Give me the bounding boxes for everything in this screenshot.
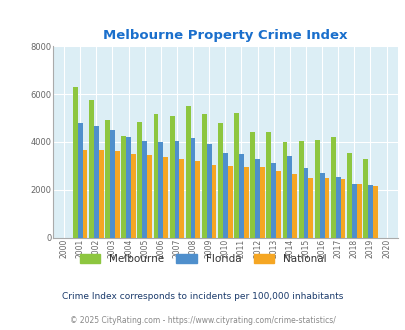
Bar [275, 171, 280, 238]
Bar [153, 115, 158, 238]
Bar [82, 150, 87, 238]
Bar [271, 163, 275, 238]
Bar [292, 174, 296, 238]
Bar [372, 186, 377, 238]
Bar [190, 138, 195, 238]
Bar [89, 100, 94, 238]
Legend: Melbourne, Florida, National: Melbourne, Florida, National [79, 253, 326, 264]
Bar [243, 167, 248, 238]
Bar [185, 106, 190, 238]
Bar [239, 154, 243, 238]
Bar [131, 154, 136, 238]
Bar [227, 166, 232, 238]
Bar [303, 168, 308, 238]
Bar [174, 141, 179, 238]
Bar [147, 155, 151, 238]
Bar [78, 123, 82, 238]
Bar [206, 144, 211, 238]
Bar [298, 141, 303, 238]
Bar [356, 184, 361, 238]
Bar [346, 153, 351, 238]
Bar [217, 123, 222, 238]
Bar [308, 178, 312, 238]
Bar [126, 137, 131, 238]
Bar [110, 130, 115, 238]
Bar [324, 178, 328, 238]
Bar [335, 177, 340, 238]
Title: Melbourne Property Crime Index: Melbourne Property Crime Index [103, 29, 347, 42]
Bar [98, 150, 103, 238]
Text: Crime Index corresponds to incidents per 100,000 inhabitants: Crime Index corresponds to incidents per… [62, 292, 343, 301]
Bar [340, 179, 345, 238]
Bar [330, 137, 335, 238]
Bar [169, 115, 174, 238]
Bar [121, 136, 126, 238]
Bar [351, 184, 356, 238]
Bar [254, 159, 259, 238]
Bar [163, 157, 168, 238]
Bar [137, 121, 142, 238]
Bar [314, 140, 319, 238]
Bar [201, 115, 206, 238]
Bar [362, 159, 367, 238]
Bar [179, 159, 184, 238]
Bar [234, 113, 239, 238]
Bar [282, 142, 287, 238]
Bar [266, 132, 271, 238]
Bar [142, 141, 147, 238]
Bar [195, 161, 200, 238]
Bar [259, 167, 264, 238]
Bar [94, 126, 98, 238]
Bar [105, 120, 110, 238]
Bar [115, 151, 119, 238]
Bar [319, 173, 324, 238]
Bar [287, 156, 292, 238]
Text: © 2025 CityRating.com - https://www.cityrating.com/crime-statistics/: © 2025 CityRating.com - https://www.city… [70, 316, 335, 325]
Bar [367, 185, 372, 238]
Bar [211, 165, 216, 238]
Bar [222, 153, 227, 238]
Bar [158, 142, 163, 238]
Bar [73, 87, 78, 238]
Bar [250, 132, 254, 238]
